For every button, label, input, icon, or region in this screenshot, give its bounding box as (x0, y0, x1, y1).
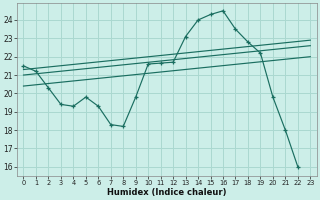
X-axis label: Humidex (Indice chaleur): Humidex (Indice chaleur) (107, 188, 227, 197)
